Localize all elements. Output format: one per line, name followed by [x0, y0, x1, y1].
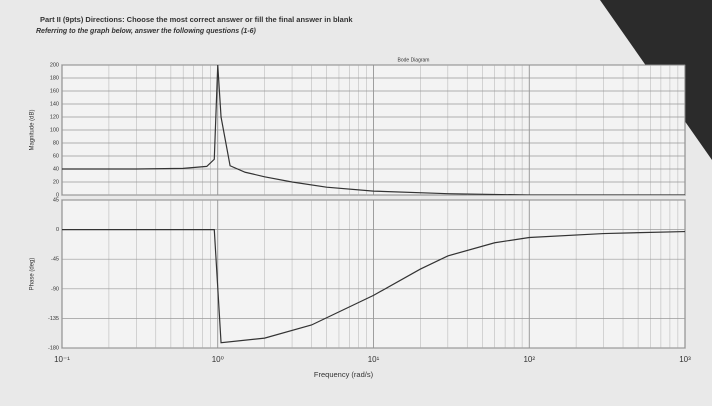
y-tick-label: 45 — [53, 197, 59, 203]
y-tick-label: 160 — [50, 88, 59, 94]
y-tick-label: 120 — [50, 114, 59, 120]
data-line — [62, 65, 685, 195]
y-axis-label: Phase (deg) — [30, 258, 36, 291]
y-axis-label: Magnitude (dB) — [30, 109, 36, 150]
y-tick-label: -45 — [51, 257, 59, 263]
y-tick-label: 0 — [56, 227, 59, 233]
y-tick-label: -135 — [48, 316, 59, 322]
y-tick-label: 60 — [53, 153, 59, 159]
data-line — [62, 229, 685, 344]
y-tick-label: 40 — [53, 166, 59, 172]
y-tick-label: 200 — [50, 62, 59, 68]
y-tick-label: -90 — [51, 286, 59, 292]
y-tick-label: 0 — [56, 192, 59, 198]
header-line: Referring to the graph below, answer the… — [36, 28, 257, 35]
x-tick-label: 10¹ — [368, 355, 380, 364]
x-tick-label: 10³ — [679, 355, 691, 364]
y-tick-label: 180 — [50, 75, 59, 81]
y-tick-label: 140 — [50, 101, 59, 107]
y-tick-label: -180 — [48, 345, 59, 351]
y-tick-label: 20 — [53, 179, 59, 185]
y-tick-label: 100 — [50, 127, 59, 133]
x-axis-label: Frequency (rad/s) — [314, 370, 374, 379]
x-tick-label: 10⁰ — [212, 355, 224, 364]
x-tick-label: 10² — [523, 355, 535, 364]
chart-title: Bode Diagram — [398, 57, 430, 63]
y-tick-label: 80 — [53, 140, 59, 146]
header-line: Part II (9pts) Directions: Choose the mo… — [40, 15, 353, 24]
x-tick-label: 10⁻¹ — [54, 355, 70, 364]
